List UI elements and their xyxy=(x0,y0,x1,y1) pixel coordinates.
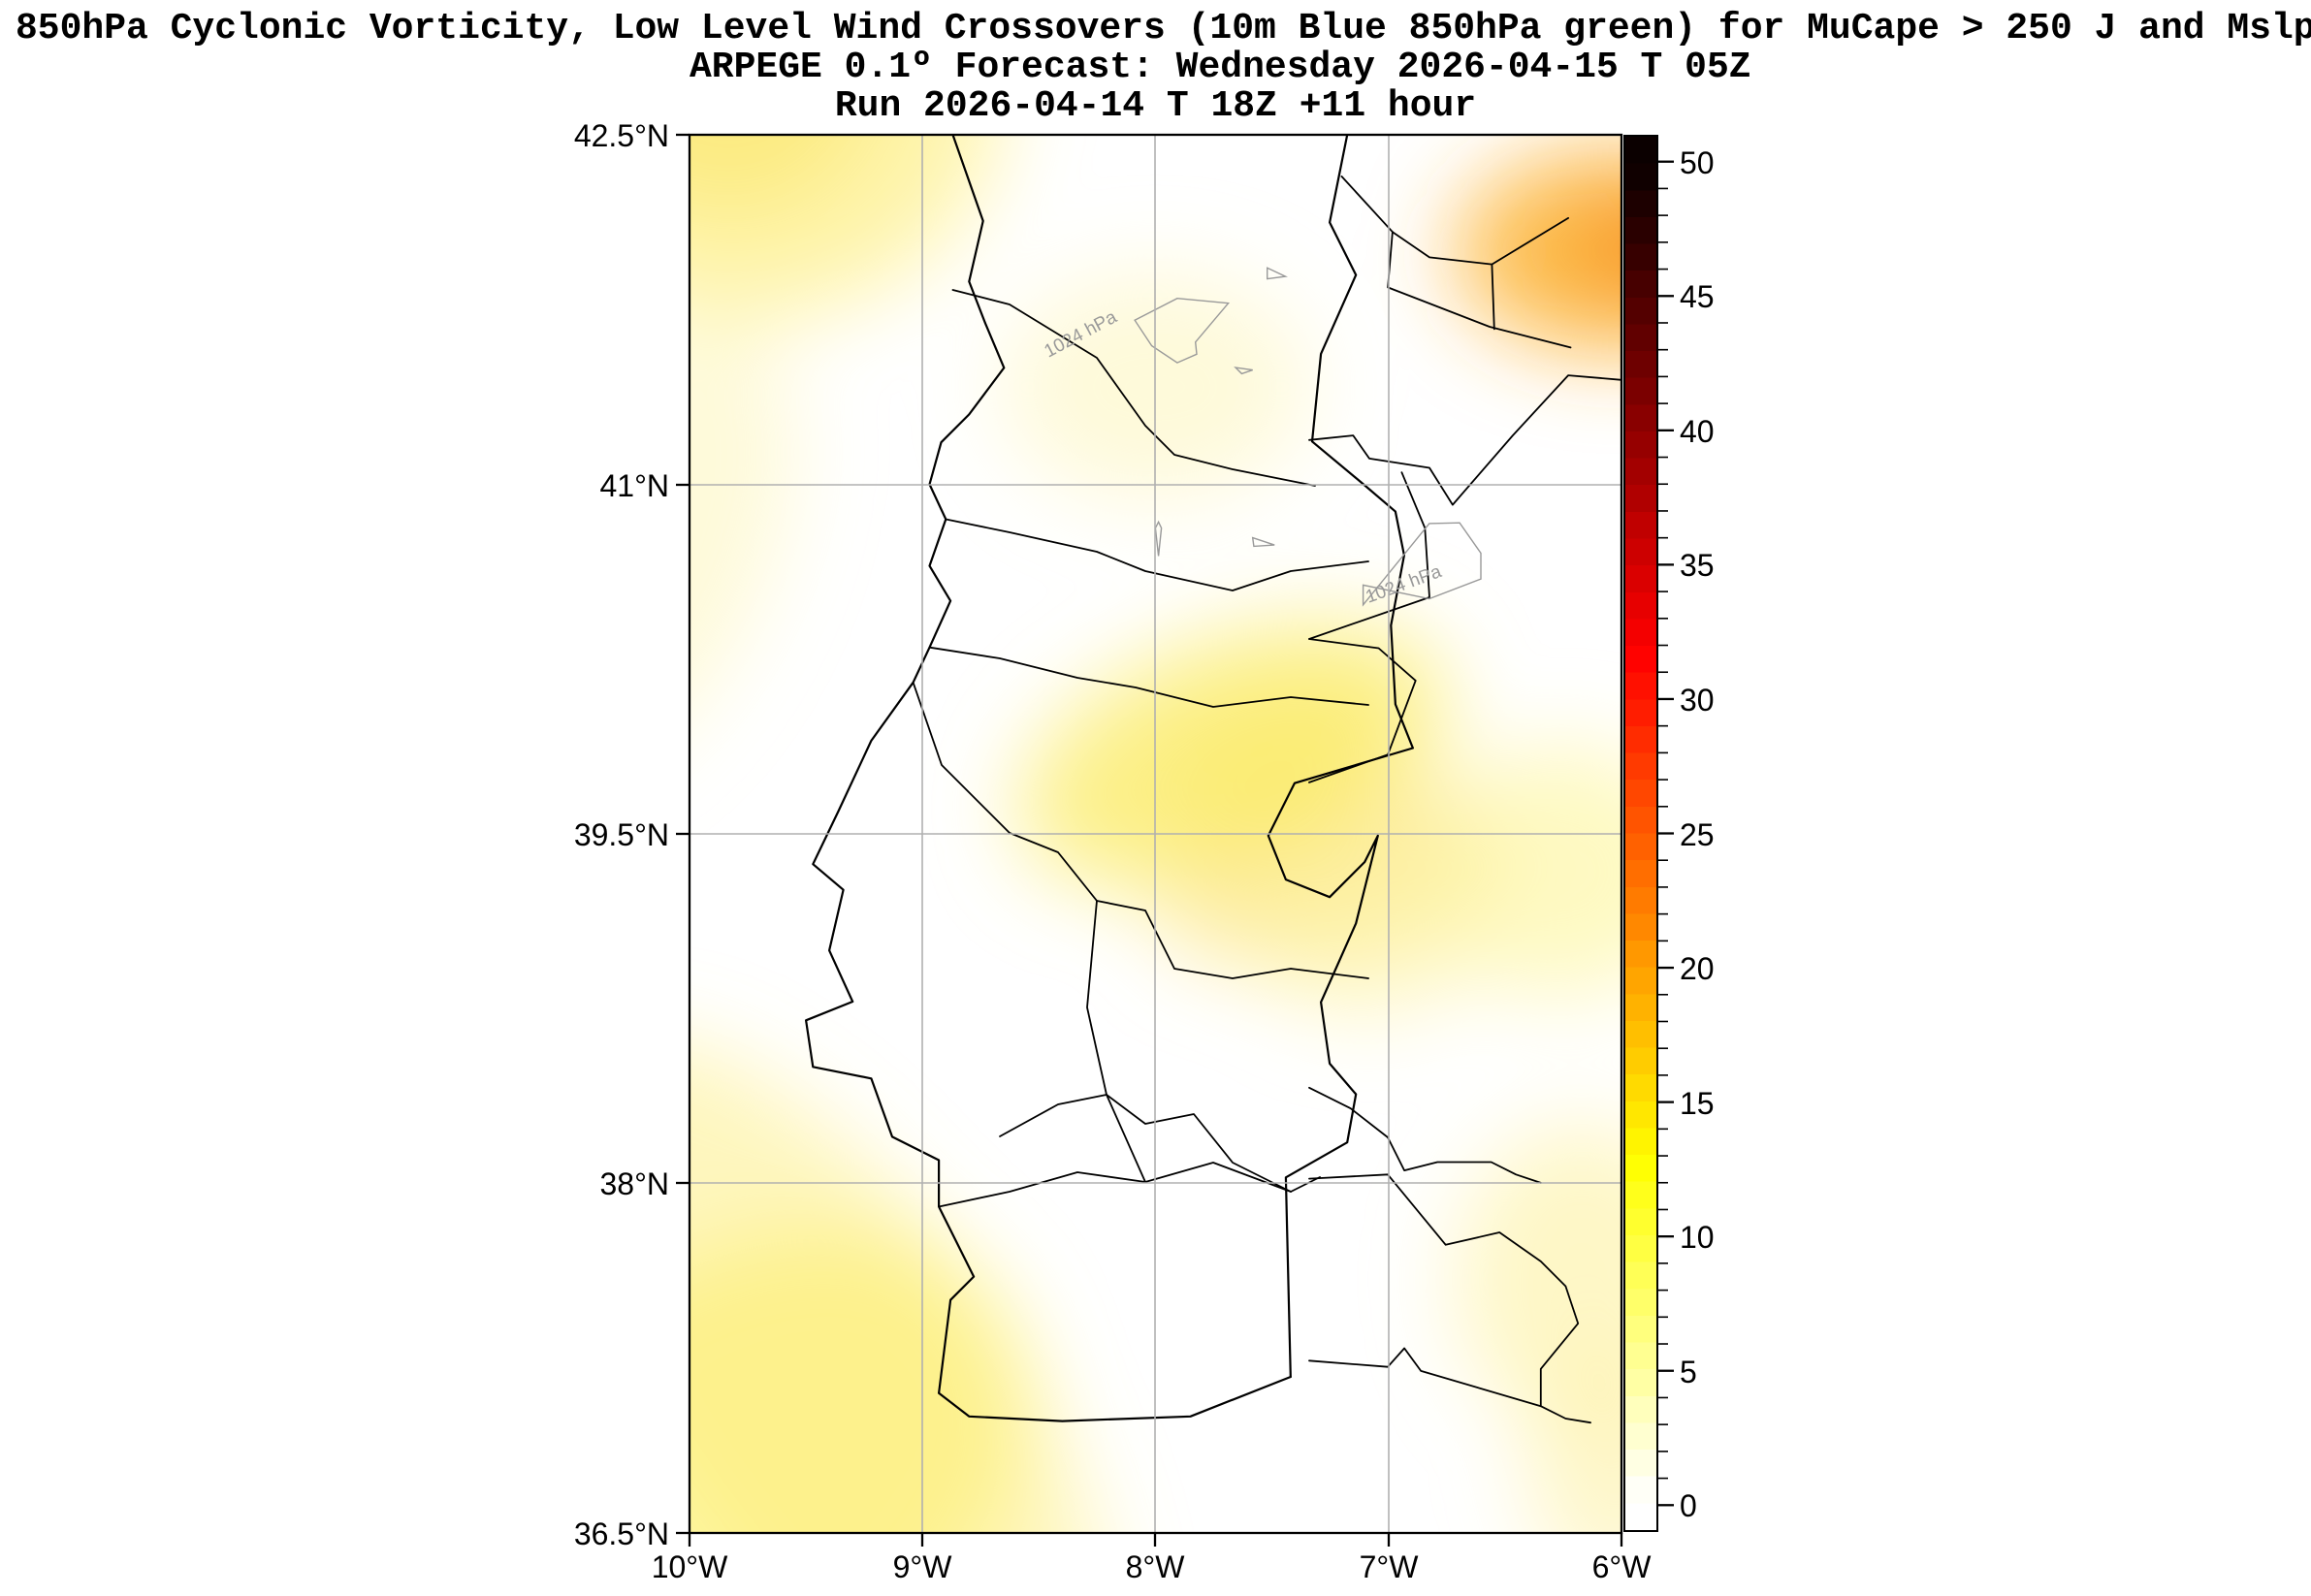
svg-text:1024 hPa: 1024 hPa xyxy=(1364,561,1445,608)
svg-text:1024 hPa: 1024 hPa xyxy=(1041,306,1120,362)
